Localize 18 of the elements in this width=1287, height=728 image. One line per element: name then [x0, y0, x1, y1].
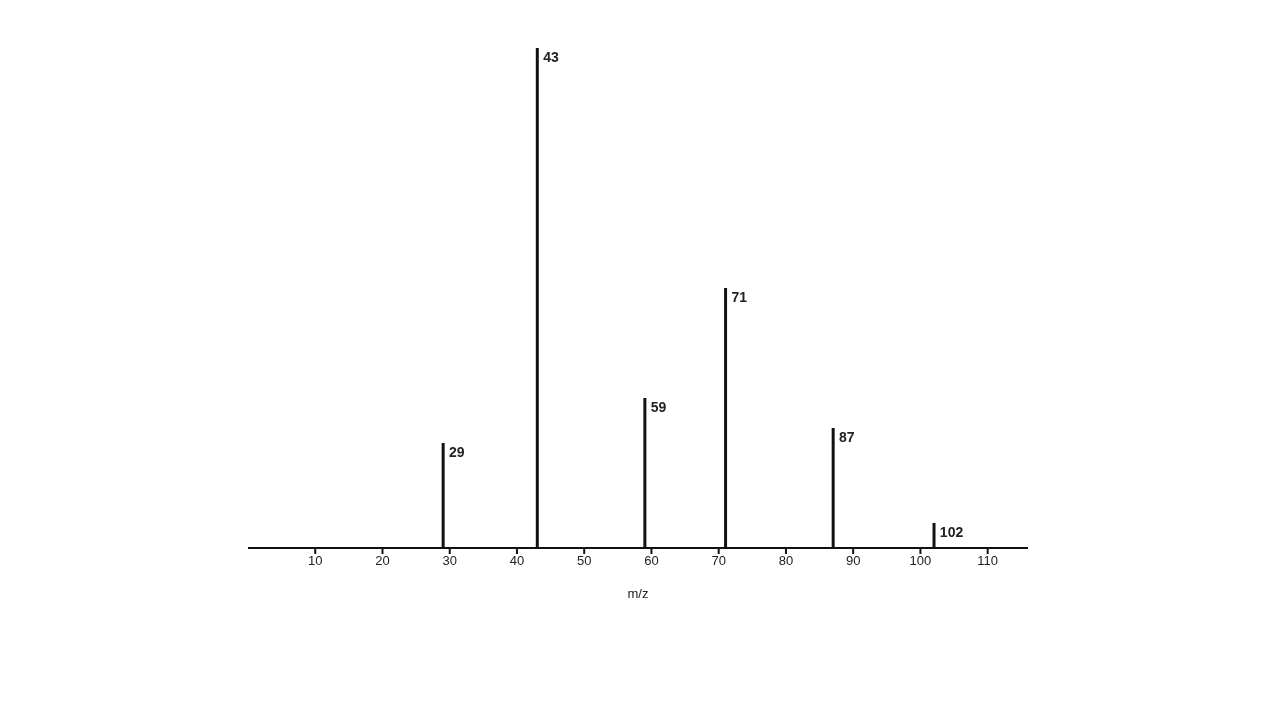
x-tick-label: 40 — [509, 553, 525, 569]
annotation: 43 — [543, 49, 559, 65]
annotation: 102 — [939, 524, 964, 540]
x-tick-label: 90 — [845, 553, 861, 569]
annotation: 29 — [449, 444, 465, 460]
x-tick-label: 10 — [308, 553, 323, 569]
x-tick-label: 60 — [644, 553, 659, 569]
x-tick-label: 70 — [711, 553, 726, 569]
x-tick-label: 50 — [576, 553, 592, 569]
x-tick-label: 20 — [375, 553, 390, 569]
x-tick-label: 100 — [909, 553, 932, 569]
annotation: 71 — [731, 289, 748, 305]
x-tick-label: 80 — [778, 553, 794, 569]
x-tick-label: 110 — [977, 553, 999, 569]
x-axis-title: m/z — [627, 586, 649, 601]
annotation: 59 — [650, 399, 667, 415]
x-tick-label: 30 — [442, 553, 457, 569]
annotation: 87 — [839, 429, 855, 445]
